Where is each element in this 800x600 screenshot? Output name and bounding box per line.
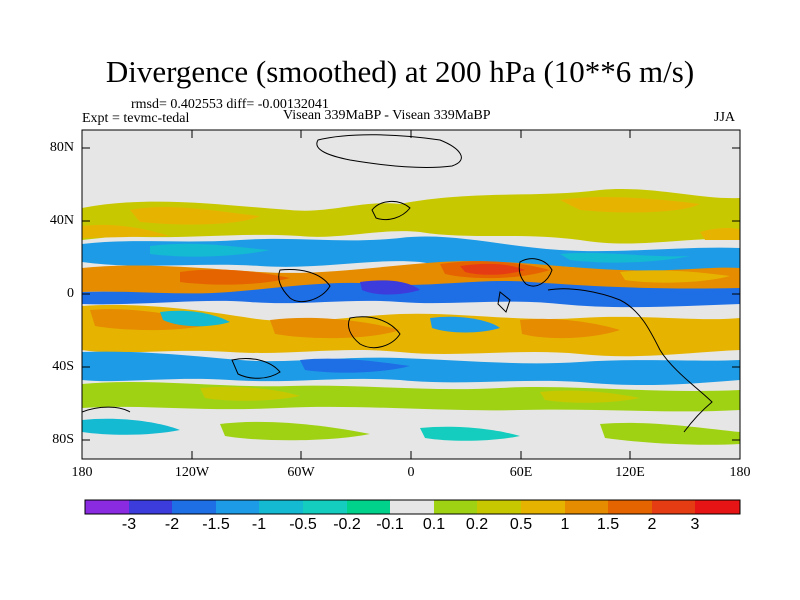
colorbar-swatch-11	[565, 500, 608, 514]
divergence-field	[82, 130, 740, 459]
colorbar-label: 0.5	[509, 516, 533, 533]
colorbar-label: 1	[560, 516, 570, 533]
stats-text: rmsd= 0.402553 diff= -0.00132041	[131, 97, 329, 112]
y-label-80n: 80N	[49, 140, 74, 155]
colorbar-swatch-6	[347, 500, 390, 514]
season-text: JJA	[714, 110, 736, 125]
colorbar-swatch-14	[695, 500, 740, 514]
colorbar-label: 0.1	[422, 516, 446, 533]
y-label-80s: 80S	[52, 432, 74, 447]
colorbar-swatch-7	[390, 500, 434, 514]
colorbar-label: -1	[251, 516, 267, 533]
colorbar-label: -0.1	[376, 516, 404, 533]
x-label-60w: 60W	[287, 465, 315, 480]
colorbar-label: -2	[164, 516, 180, 533]
colorbar-swatch-3	[216, 500, 259, 514]
colorbar-label: -1.5	[202, 516, 230, 533]
plot-title: Divergence (smoothed) at 200 hPa (10**6 …	[105, 54, 695, 89]
colorbar-label: 3	[690, 516, 700, 533]
colorbar-swatch-9	[477, 500, 521, 514]
y-label-40s: 40S	[52, 359, 74, 374]
colorbar-label: 0.2	[465, 516, 489, 533]
colorbar-swatch-12	[608, 500, 652, 514]
y-label-0: 0	[67, 286, 74, 301]
colorbar	[84, 499, 741, 515]
x-label-120e: 120E	[615, 465, 645, 480]
colorbar-swatch-10	[521, 500, 565, 514]
x-label-180e: 180	[729, 465, 751, 480]
comparison-text: Visean 339MaBP - Visean 339MaBP	[283, 108, 491, 123]
x-label-120w: 120W	[174, 465, 210, 480]
colorbar-label: -3	[121, 516, 137, 533]
y-label-40n: 40N	[49, 213, 74, 228]
x-label-180w: 180	[71, 465, 93, 480]
colorbar-label: -0.2	[333, 516, 361, 533]
x-label-60e: 60E	[509, 465, 533, 480]
colorbar-swatch-8	[434, 500, 477, 514]
colorbar-swatch-13	[652, 500, 695, 514]
experiment-text: Expt = tevmc-tedal	[82, 111, 190, 126]
colorbar-label: 1.5	[596, 516, 620, 533]
colorbar-label: -0.5	[289, 516, 317, 533]
x-label-0: 0	[407, 465, 415, 480]
colorbar-swatch-5	[303, 500, 347, 514]
colorbar-swatch-2	[172, 500, 216, 514]
colorbar-label: 2	[647, 516, 657, 533]
colorbar-swatch-4	[259, 500, 303, 514]
colorbar-swatch-0	[85, 500, 129, 514]
colorbar-swatch-1	[129, 500, 172, 514]
